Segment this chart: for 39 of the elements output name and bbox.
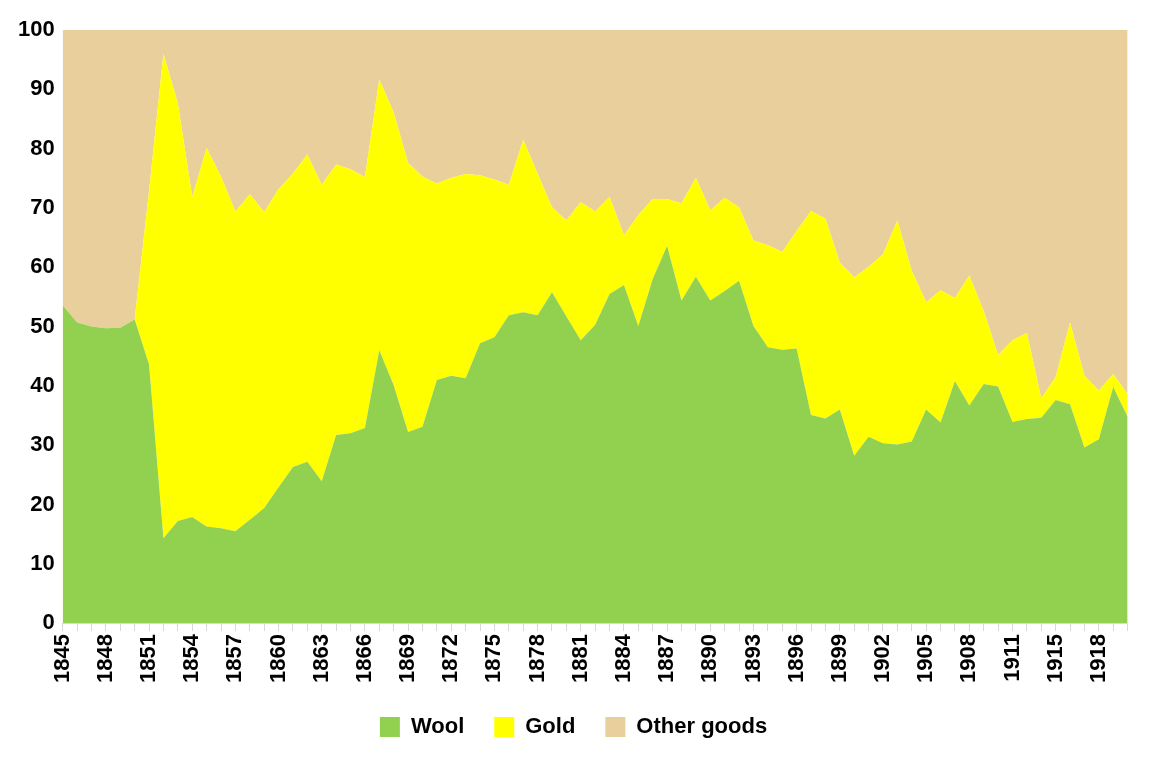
y-tick-label: 40 xyxy=(30,371,55,397)
x-tick-label: 1893 xyxy=(739,634,765,684)
y-tick-label: 50 xyxy=(30,312,55,338)
y-tick-label: 70 xyxy=(30,193,55,219)
x-tick-label: 1915 xyxy=(1041,634,1067,684)
x-tick-label: 1866 xyxy=(350,634,376,684)
legend-label: Wool xyxy=(410,713,465,739)
x-tick-label: 1887 xyxy=(653,634,679,684)
y-tick-label: 0 xyxy=(42,609,55,635)
legend-label: Other goods xyxy=(636,713,768,739)
y-tick-label: 90 xyxy=(30,75,55,101)
x-tick-label: 1918 xyxy=(1084,634,1110,684)
x-tick-label: 1869 xyxy=(394,634,420,684)
y-tick-label: 30 xyxy=(30,431,55,457)
x-tick-label: 1872 xyxy=(437,634,463,684)
x-tick-label: 1848 xyxy=(91,634,117,684)
y-tick-label: 60 xyxy=(30,253,55,279)
x-tick-label: 1905 xyxy=(912,634,938,684)
y-tick-label: 80 xyxy=(30,134,55,160)
x-tick-label: 1890 xyxy=(696,634,722,684)
y-tick-label: 100 xyxy=(17,16,55,42)
y-tick-label: 10 xyxy=(30,549,55,575)
legend-label: Gold xyxy=(525,713,576,739)
y-tick-label: 20 xyxy=(30,490,55,516)
x-tick-label: 1845 xyxy=(48,634,74,684)
x-tick-label: 1854 xyxy=(178,633,204,684)
x-tick-label: 1857 xyxy=(221,634,247,684)
x-tick-label: 1911 xyxy=(998,634,1024,682)
x-tick-label: 1878 xyxy=(523,634,549,684)
x-tick-label: 1884 xyxy=(610,633,635,684)
x-tick-label: 1908 xyxy=(955,634,981,684)
x-tick-label: 1896 xyxy=(782,634,808,684)
x-tick-label: 1860 xyxy=(264,634,290,684)
x-tick-label: 1902 xyxy=(869,634,895,684)
x-tick-label: 1863 xyxy=(307,634,333,684)
x-tick-label: 1899 xyxy=(825,634,851,684)
x-tick-label: 1875 xyxy=(480,634,506,684)
x-tick-label: 1851 xyxy=(135,634,161,684)
x-tick-label: 1881 xyxy=(566,634,592,684)
